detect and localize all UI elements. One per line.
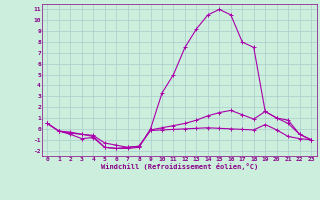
X-axis label: Windchill (Refroidissement éolien,°C): Windchill (Refroidissement éolien,°C) <box>100 163 258 170</box>
